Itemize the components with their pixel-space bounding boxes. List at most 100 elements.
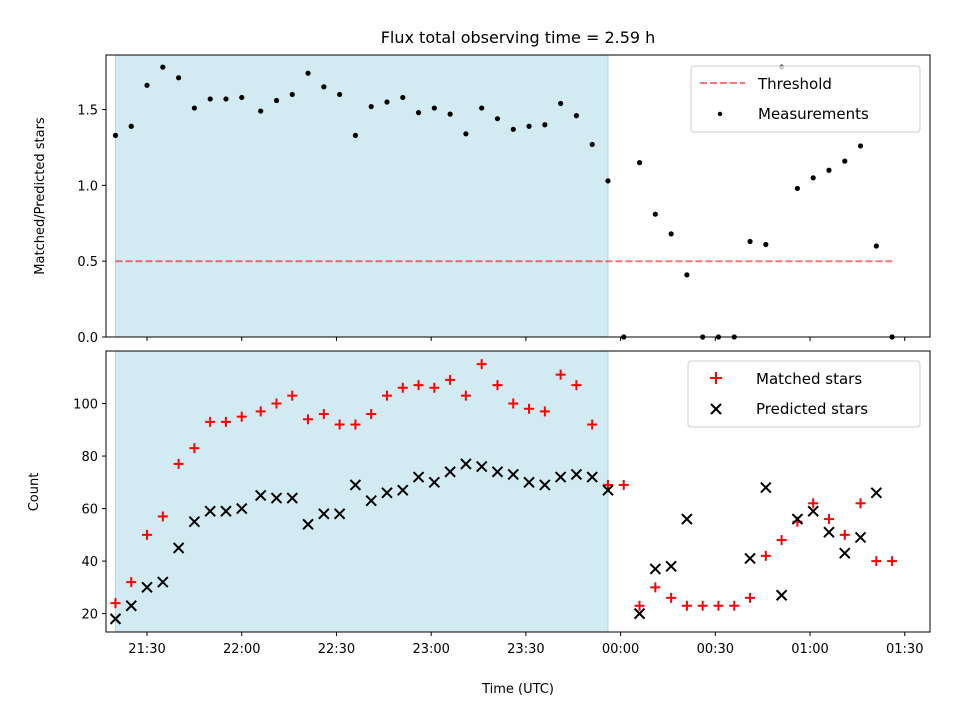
measurement-point <box>794 185 801 192</box>
matched-star-point <box>189 443 200 454</box>
matched-star-point <box>587 419 598 430</box>
measurement-point <box>384 99 390 105</box>
predicted-star-point <box>236 502 248 515</box>
matched-star-point <box>713 600 724 611</box>
matched-star-point <box>318 409 329 420</box>
y-tick-label: 0.5 <box>77 255 98 270</box>
measurement-point <box>526 123 532 129</box>
matched-legend-swatch <box>710 372 722 384</box>
measurement-point <box>239 94 245 101</box>
predicted-star-point <box>204 505 216 517</box>
predicted-star-point <box>744 552 756 565</box>
matched-star-point <box>524 403 535 414</box>
top-panel: 0.0 0.5 1.0 1.5 Matched/Predicted stars Thr… <box>33 54 931 346</box>
chart-title: Flux total observing time = 2.59 h <box>381 28 656 47</box>
predicted-star-point <box>760 481 772 494</box>
matched-star-point <box>729 600 740 611</box>
measurement-point <box>321 84 327 90</box>
predicted-stars-points <box>109 458 883 625</box>
matched-star-point <box>476 359 487 370</box>
predicted-star-point <box>412 471 425 483</box>
y-tick-label: 1.0 <box>77 179 98 194</box>
matched-star-point <box>271 398 282 409</box>
matched-star-point <box>366 409 377 420</box>
predicted-star-point <box>444 466 456 478</box>
matched-star-point <box>142 529 153 540</box>
measurement-point <box>400 94 406 101</box>
measurement-point <box>305 70 311 76</box>
measurement-point <box>128 123 134 129</box>
y-tick-label: 100 <box>73 398 98 413</box>
predicted-star-point <box>681 513 693 525</box>
measurement-point <box>652 211 658 217</box>
predicted-star-point <box>523 476 535 489</box>
matched-star-point <box>855 498 866 509</box>
predicted-star-point <box>807 505 819 517</box>
predicted-star-point <box>854 531 867 544</box>
predicted-star-point <box>188 515 201 528</box>
predicted-star-point <box>649 563 662 575</box>
measurement-points <box>112 64 895 340</box>
x-tick-label: 00:00 <box>602 642 639 657</box>
measurement-point <box>542 122 548 128</box>
predicted-star-point <box>823 526 835 538</box>
measurement-point <box>494 116 501 122</box>
observing-window-shade-bottom <box>114 350 609 633</box>
matched-star-point <box>839 529 850 540</box>
matched-star-point <box>236 411 247 422</box>
matched-star-point <box>429 382 440 393</box>
matched-star-point <box>445 374 456 385</box>
bottom-axes-frame <box>105 350 931 633</box>
matched-star-point <box>823 514 834 525</box>
measurement-point <box>589 141 595 148</box>
predicted-star-point <box>775 589 788 601</box>
measurement-point <box>415 110 422 116</box>
matched-star-point <box>602 479 613 490</box>
matched-star-point <box>887 556 898 567</box>
matched-star-point <box>126 577 137 588</box>
observing-window-shade-top <box>114 54 609 338</box>
measurement-point <box>605 178 611 184</box>
predicted-star-point <box>491 466 504 478</box>
threshold-legend-label: Threshold <box>757 75 832 93</box>
measurement-point <box>431 105 437 111</box>
measurement-point <box>258 108 264 114</box>
measurement-point <box>176 75 182 81</box>
matched-star-point <box>760 550 771 561</box>
predicted-star-point <box>157 576 169 588</box>
predicted-star-point <box>586 471 598 483</box>
measurement-point <box>160 64 166 70</box>
predicted-star-point <box>791 513 804 525</box>
predicted-star-point <box>318 508 330 520</box>
measurement-point <box>144 82 150 88</box>
predicted-star-point <box>554 471 567 483</box>
top-x-ticks <box>146 337 906 341</box>
matched-star-point <box>173 458 184 469</box>
matched-star-point <box>381 390 392 401</box>
predicted-star-point <box>220 505 232 517</box>
x-tick-label: 22:00 <box>223 642 260 657</box>
measurement-point <box>289 91 295 98</box>
bottom-y-ticks: 20 40 60 80 100 <box>73 398 106 623</box>
predicted-star-point <box>333 508 346 520</box>
predicted-star-point <box>428 476 441 489</box>
matched-star-point <box>397 382 408 393</box>
measurement-point <box>112 132 119 138</box>
matched-star-point <box>634 600 645 611</box>
predicted-star-point <box>125 600 137 612</box>
y-tick-label: 0.0 <box>77 331 98 346</box>
bottom-panel: 20 40 60 80 100 21:30 22:00 22:30 23:00 23:30 00:… <box>27 350 931 697</box>
x-tick-label: 23:30 <box>507 642 544 657</box>
measurement-point <box>479 105 485 111</box>
matched-star-point <box>508 398 519 409</box>
x-tick-label: 23:00 <box>412 642 449 657</box>
predicted-star-point <box>460 458 472 470</box>
matched-star-point <box>650 582 661 593</box>
matched-star-point <box>555 369 566 380</box>
matched-star-point <box>697 600 708 611</box>
bottom-legend-box <box>687 360 921 428</box>
matched-star-point <box>460 390 471 401</box>
predicted-star-point <box>141 581 153 594</box>
measurement-point <box>810 175 816 181</box>
